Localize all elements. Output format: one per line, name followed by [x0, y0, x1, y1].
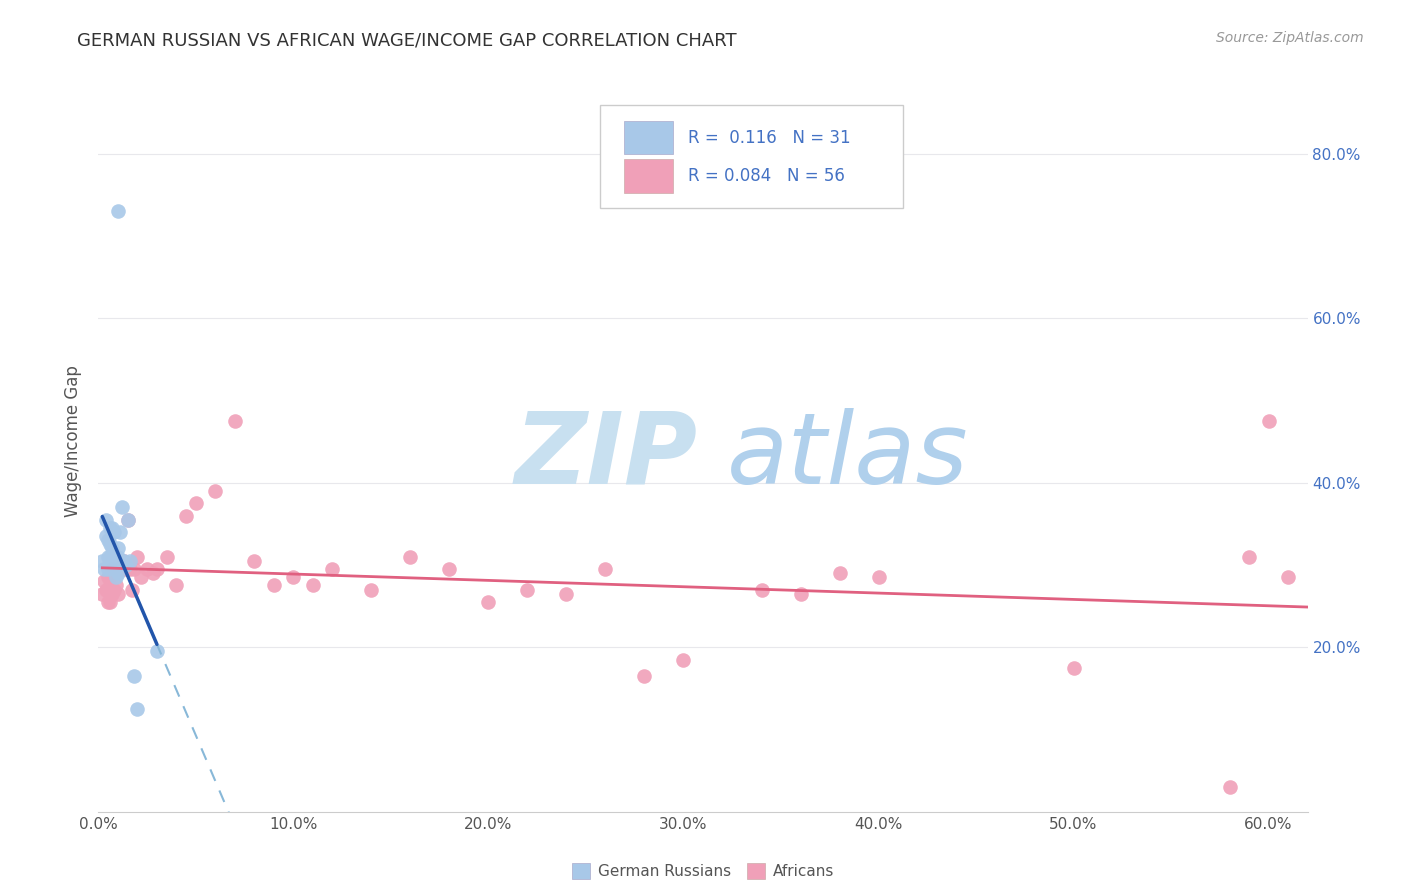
Point: [96, 582, 118, 597]
Point: [91, 587, 114, 601]
Point: [98, 537, 121, 551]
Point: [1063, 661, 1085, 675]
Point: [283, 570, 305, 584]
Point: [127, 702, 149, 716]
Point: [868, 570, 890, 584]
Point: [516, 582, 538, 597]
Point: [103, 566, 125, 581]
Point: [122, 669, 145, 683]
Point: [114, 558, 136, 572]
Text: GERMAN RUSSIAN VS AFRICAN WAGE/INCOME GAP CORRELATION CHART: GERMAN RUSSIAN VS AFRICAN WAGE/INCOME GA…: [77, 31, 737, 49]
Point: [672, 652, 695, 666]
Text: R =  0.116   N = 31: R = 0.116 N = 31: [689, 129, 851, 147]
Point: [103, 524, 125, 539]
Point: [751, 582, 773, 597]
Text: ZIP: ZIP: [515, 408, 697, 505]
Point: [118, 554, 141, 568]
Point: [117, 513, 139, 527]
Point: [104, 578, 127, 592]
Point: [439, 562, 461, 576]
Point: [103, 562, 125, 576]
Point: [321, 562, 343, 576]
Point: [142, 566, 165, 581]
Point: [108, 562, 131, 576]
Point: [97, 533, 120, 548]
Point: [174, 508, 197, 523]
Point: [302, 578, 325, 592]
Point: [595, 562, 617, 576]
Point: [184, 496, 207, 510]
Point: [111, 500, 134, 515]
Point: [131, 570, 153, 584]
Point: [101, 541, 124, 556]
Point: [1257, 414, 1279, 428]
Point: [360, 582, 382, 597]
Text: R = 0.084   N = 56: R = 0.084 N = 56: [689, 168, 845, 186]
Point: [97, 570, 120, 584]
FancyBboxPatch shape: [600, 104, 903, 209]
Text: Source: ZipAtlas.com: Source: ZipAtlas.com: [1216, 31, 1364, 45]
Point: [224, 414, 246, 428]
Point: [1237, 549, 1260, 564]
Point: [103, 549, 125, 564]
Text: atlas: atlas: [727, 408, 969, 505]
Point: [96, 529, 118, 543]
Point: [399, 549, 422, 564]
Point: [107, 566, 129, 581]
Point: [477, 595, 499, 609]
Point: [789, 587, 811, 601]
Point: [101, 521, 124, 535]
Point: [97, 549, 120, 564]
Point: [107, 541, 129, 556]
Point: [93, 562, 115, 576]
Point: [1219, 780, 1241, 794]
Legend: German Russians, Africans: German Russians, Africans: [567, 857, 839, 886]
Point: [555, 587, 578, 601]
Point: [107, 587, 129, 601]
Point: [114, 562, 136, 576]
Y-axis label: Wage/Income Gap: Wage/Income Gap: [65, 366, 83, 517]
Point: [101, 562, 124, 576]
FancyBboxPatch shape: [624, 160, 672, 193]
Point: [204, 483, 226, 498]
Point: [98, 578, 121, 592]
Point: [107, 204, 129, 219]
Point: [104, 570, 127, 584]
Point: [98, 595, 121, 609]
Point: [104, 554, 127, 568]
Point: [98, 549, 121, 564]
Point: [1277, 570, 1299, 584]
Point: [107, 562, 129, 576]
Point: [101, 587, 124, 601]
Point: [121, 582, 143, 597]
Point: [111, 562, 134, 576]
Point: [97, 562, 120, 576]
Point: [93, 574, 115, 589]
Point: [107, 549, 129, 564]
Point: [112, 554, 135, 568]
Point: [263, 578, 285, 592]
Point: [117, 513, 139, 527]
Point: [165, 578, 187, 592]
Point: [633, 669, 655, 683]
FancyBboxPatch shape: [624, 121, 672, 154]
Point: [146, 644, 169, 658]
Point: [103, 582, 125, 597]
Point: [243, 554, 266, 568]
Point: [96, 513, 118, 527]
Point: [112, 554, 135, 568]
Point: [122, 562, 145, 576]
Point: [101, 558, 124, 572]
Point: [97, 595, 120, 609]
Point: [91, 554, 114, 568]
Point: [118, 562, 141, 576]
Point: [136, 562, 159, 576]
Point: [98, 521, 121, 535]
Point: [108, 524, 131, 539]
Point: [156, 549, 179, 564]
Point: [127, 549, 149, 564]
Point: [146, 562, 169, 576]
Point: [828, 566, 851, 581]
